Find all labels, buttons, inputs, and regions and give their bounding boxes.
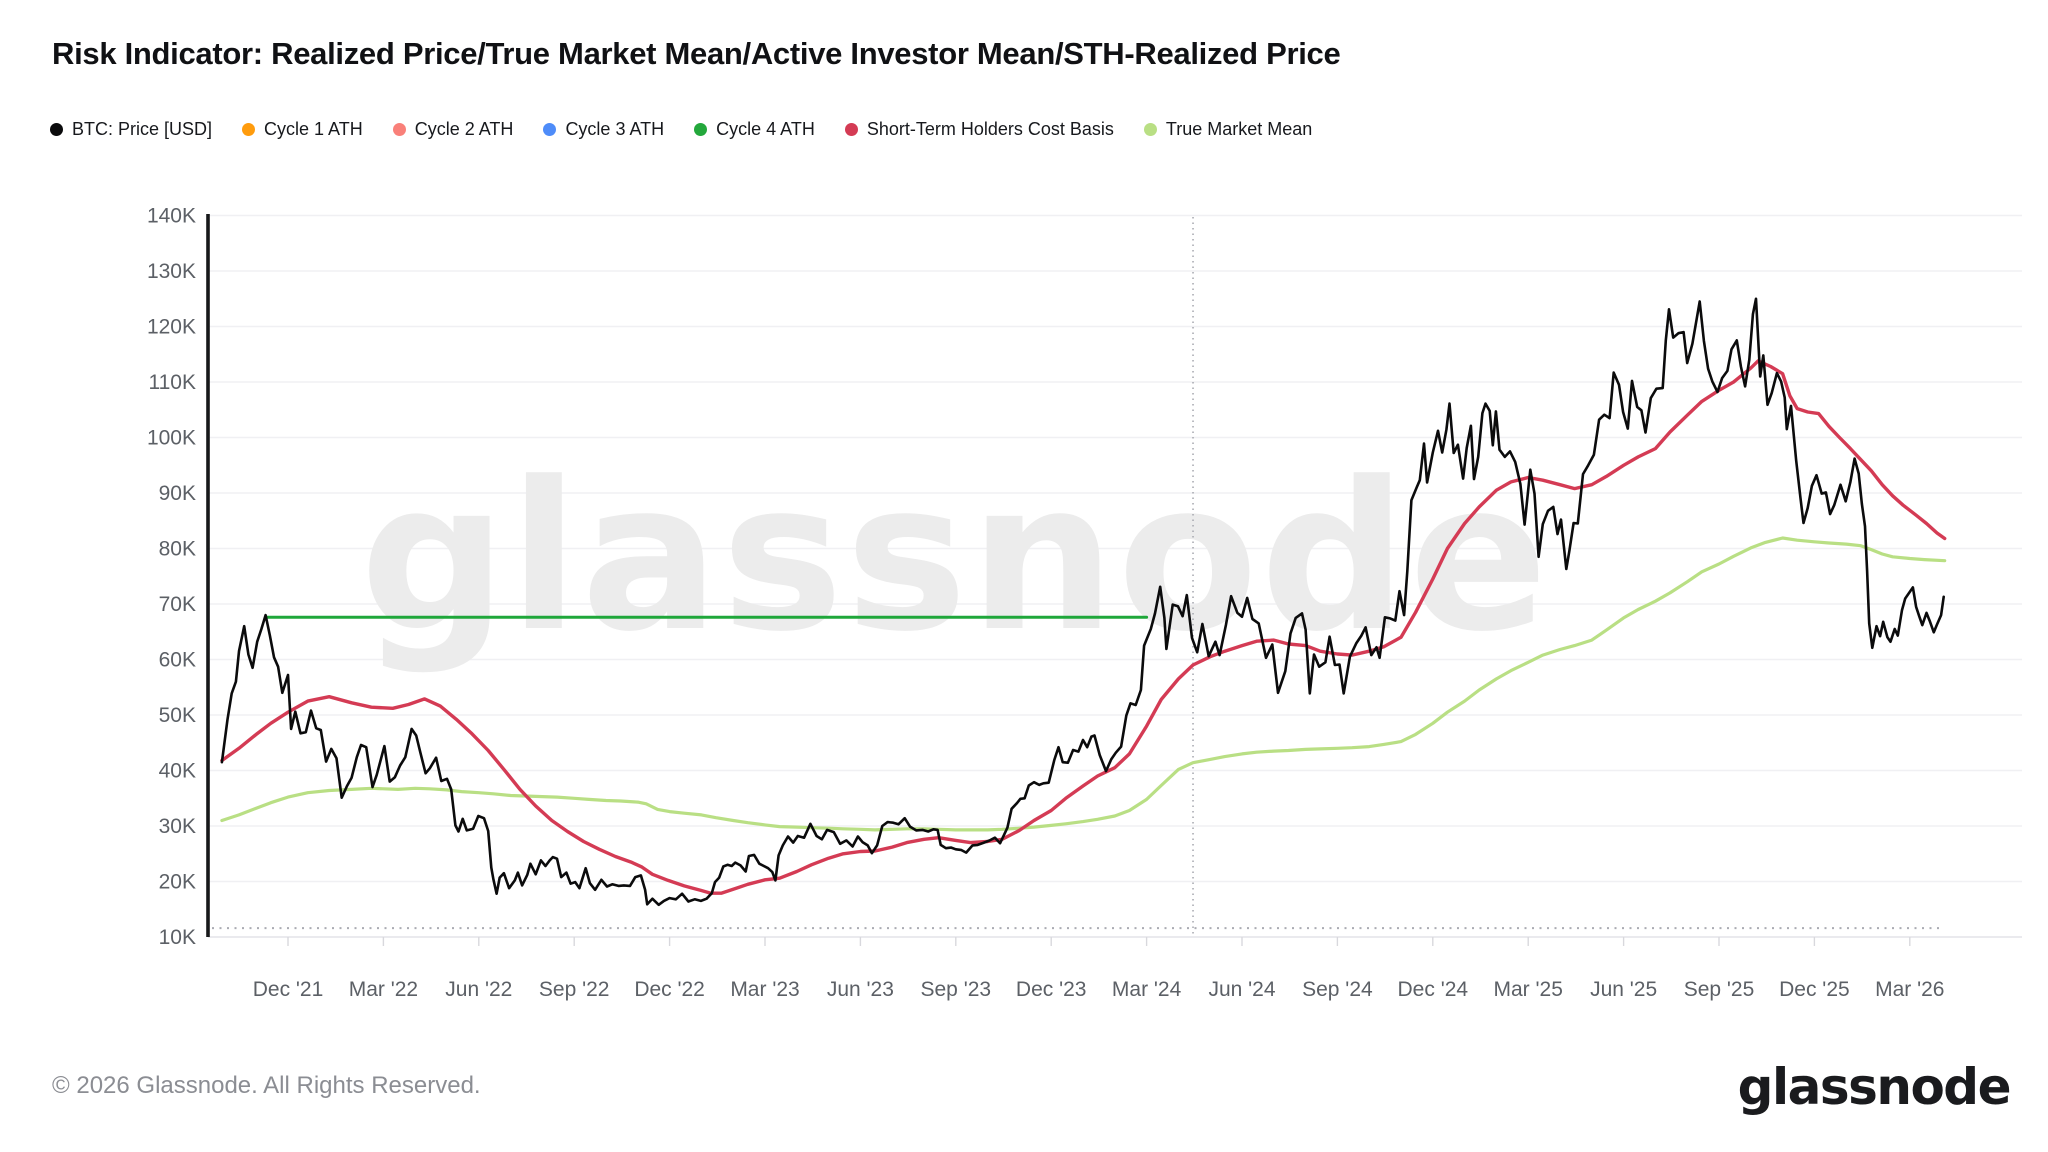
svg-text:10K: 10K [159, 926, 196, 949]
svg-text:Dec '24: Dec '24 [1398, 978, 1469, 1001]
glassnode-logo: glassnode [1737, 1058, 2012, 1116]
legend-dot-icon [242, 123, 256, 136]
legend-label: Short-Term Holders Cost Basis [866, 119, 1114, 139]
svg-text:Dec '23: Dec '23 [1016, 978, 1087, 1001]
y-axis-tick-labels: 10K 20K 30K 40K 50K 60K 70K 80K 90K 100K 110K 120K 1… [147, 205, 196, 950]
svg-text:Mar '25: Mar '25 [1494, 978, 1563, 1001]
legend-dot-icon [50, 123, 63, 136]
legend-label: Cycle 1 ATH [264, 119, 363, 139]
svg-text:Jun '23: Jun '23 [827, 978, 894, 1001]
svg-text:Mar '26: Mar '26 [1875, 978, 1944, 1001]
page-title: Risk Indicator: Realized Price/True Mark… [52, 36, 1341, 71]
copyright-text: © 2026 Glassnode. All Rights Reserved. [52, 1072, 481, 1099]
legend-dot-icon [392, 123, 406, 136]
legend-item-cycle-1-ath[interactable]: Cycle 1 ATH [242, 119, 363, 140]
glassnode-watermark: glassnode [360, 439, 1550, 677]
grid-lines [208, 214, 2022, 938]
svg-text:110K: 110K [149, 371, 197, 394]
svg-text:Sep '23: Sep '23 [921, 978, 992, 1001]
x-axis-ticks [287, 937, 1911, 946]
legend-dot-icon [694, 123, 708, 136]
legend-item-short-term-holders-cost-basis[interactable]: Short-Term Holders Cost Basis [844, 119, 1114, 140]
x-axis-tick-labels: Dec '21 Mar '22 Jun '22 Sep '22 Dec '22 Mar '… [253, 978, 1945, 1001]
svg-text:70K: 70K [159, 593, 196, 616]
svg-text:Sep '25: Sep '25 [1684, 978, 1755, 1001]
svg-text:120K: 120K [147, 316, 196, 339]
legend-item-true-market-mean[interactable]: True Market Mean [1143, 119, 1313, 140]
svg-text:Sep '24: Sep '24 [1302, 978, 1373, 1001]
series-btc-price-usd [220, 297, 1945, 907]
svg-text:130K: 130K [147, 260, 196, 283]
legend-label: True Market Mean [1165, 119, 1313, 139]
svg-text:30K: 30K [159, 815, 196, 838]
svg-text:Mar '22: Mar '22 [349, 978, 418, 1001]
svg-text:50K: 50K [159, 704, 196, 727]
series-true-market-mean [220, 536, 1947, 832]
svg-text:20K: 20K [159, 871, 196, 894]
legend-item-cycle-3-ath[interactable]: Cycle 3 ATH [543, 119, 664, 140]
svg-text:Mar '24: Mar '24 [1112, 978, 1182, 1001]
svg-text:80K: 80K [159, 538, 196, 561]
legend-label: Cycle 3 ATH [565, 119, 665, 139]
svg-text:Dec '21: Dec '21 [253, 978, 324, 1001]
svg-text:Sep '22: Sep '22 [539, 978, 610, 1001]
svg-text:Jun '24: Jun '24 [1208, 978, 1275, 1001]
svg-text:Jun '22: Jun '22 [445, 978, 512, 1001]
legend-item-cycle-2-ath[interactable]: Cycle 2 ATH [392, 119, 514, 140]
svg-text:Mar '23: Mar '23 [730, 978, 799, 1001]
legend-item-cycle-4-ath[interactable]: Cycle 4 ATH [694, 119, 815, 140]
svg-text:60K: 60K [159, 649, 196, 672]
legend-label: Cycle 2 ATH [414, 119, 514, 139]
legend-label: BTC: Price [USD] [72, 119, 213, 139]
svg-text:40K: 40K [159, 760, 196, 783]
svg-text:90K: 90K [159, 482, 196, 505]
legend-item-btc-price-usd[interactable]: BTC: Price [USD] [50, 119, 212, 140]
legend-dot-icon [543, 123, 557, 136]
legend-dot-icon [844, 123, 858, 136]
legend-label: Cycle 4 ATH [716, 119, 815, 139]
svg-text:100K: 100K [147, 427, 196, 450]
svg-text:Dec '25: Dec '25 [1779, 978, 1850, 1001]
legend-dot-icon [1143, 123, 1157, 136]
svg-text:140K: 140K [147, 205, 196, 228]
chart-legend: BTC: Price [USD] Cycle 1 ATH Cycle 2 ATH Cy… [50, 119, 1312, 140]
svg-text:Dec '22: Dec '22 [634, 978, 705, 1001]
svg-text:Jun '25: Jun '25 [1590, 978, 1657, 1001]
